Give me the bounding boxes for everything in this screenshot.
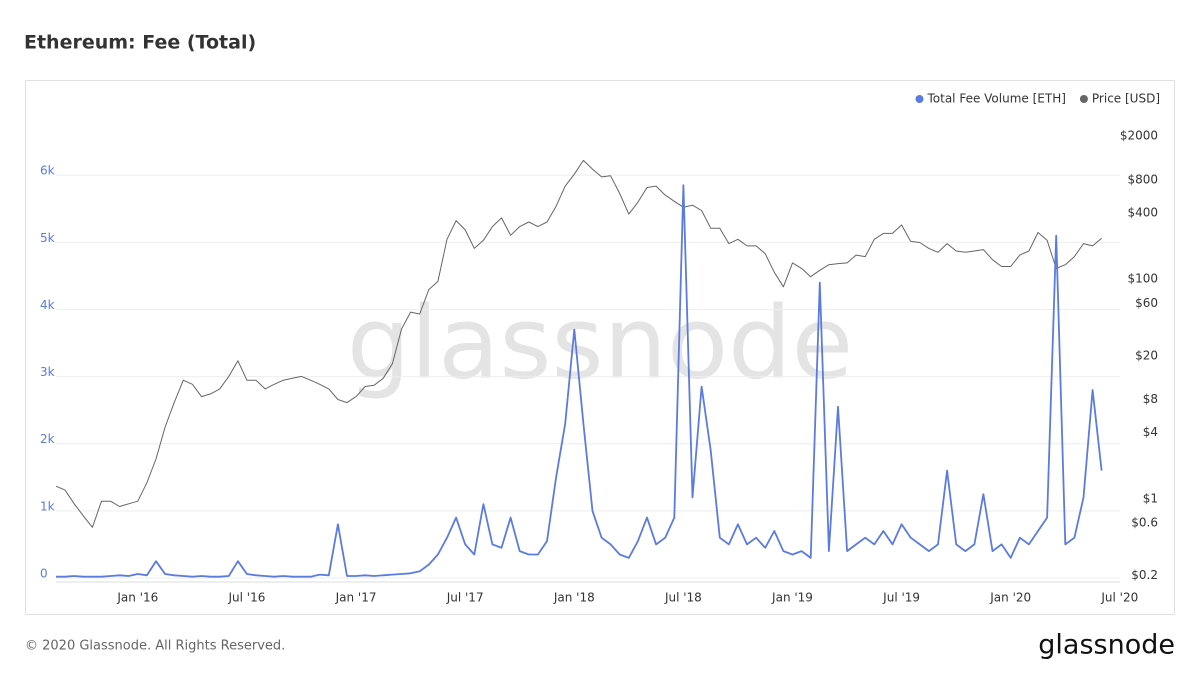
series-line: [55, 159, 1102, 528]
legend-label: Price [USD]: [1092, 92, 1160, 106]
y2-tick-label: $2000: [1120, 129, 1158, 143]
y2-tick-label: $0.6: [1131, 516, 1158, 530]
series-line: [56, 184, 1103, 578]
x-tick-label: Jan '19: [771, 591, 813, 605]
x-tick-label: Jul '16: [228, 591, 266, 605]
y2-tick-label: $1: [1143, 491, 1158, 505]
y-tick-label: 1k: [40, 499, 55, 513]
y-tick-label: 5k: [40, 231, 55, 245]
chart-title: Ethereum: Fee (Total): [24, 32, 256, 54]
x-tick-label: Jul '17: [446, 591, 484, 605]
logo: glassnode: [1038, 630, 1175, 661]
legend-label: Total Fee Volume [ETH]: [926, 92, 1065, 106]
y-tick-label: 4k: [40, 298, 55, 312]
y2-tick-label: $400: [1127, 205, 1158, 219]
x-tick-label: Jul '20: [1100, 591, 1138, 605]
y2-tick-label: $4: [1143, 425, 1158, 439]
x-tick-label: Jul '19: [882, 591, 920, 605]
y2-tick-label: $0.2: [1131, 568, 1158, 582]
x-tick-label: Jul '18: [664, 591, 702, 605]
footer: © 2020 Glassnode. All Rights Reserved.: [25, 639, 285, 654]
y2-tick-label: $60: [1135, 296, 1158, 310]
y-tick-label: 0: [40, 567, 48, 581]
y-tick-label: 2k: [40, 432, 55, 446]
x-tick-label: Jan '17: [335, 591, 377, 605]
legend-marker: [1079, 95, 1088, 103]
y-tick-label: 3k: [40, 365, 55, 379]
y-tick-label: 6k: [40, 164, 55, 178]
x-tick-label: Jan '18: [553, 591, 595, 605]
watermark: glassnode: [347, 284, 853, 401]
y2-tick-label: $20: [1135, 348, 1158, 362]
plot-frame: [25, 80, 1175, 615]
y2-tick-label: $100: [1127, 272, 1158, 286]
y2-tick-label: $8: [1143, 392, 1158, 406]
y2-tick-label: $800: [1127, 172, 1158, 186]
x-tick-label: Jan '20: [989, 591, 1031, 605]
x-tick-label: Jan '16: [116, 591, 158, 605]
legend-marker: [915, 95, 924, 103]
